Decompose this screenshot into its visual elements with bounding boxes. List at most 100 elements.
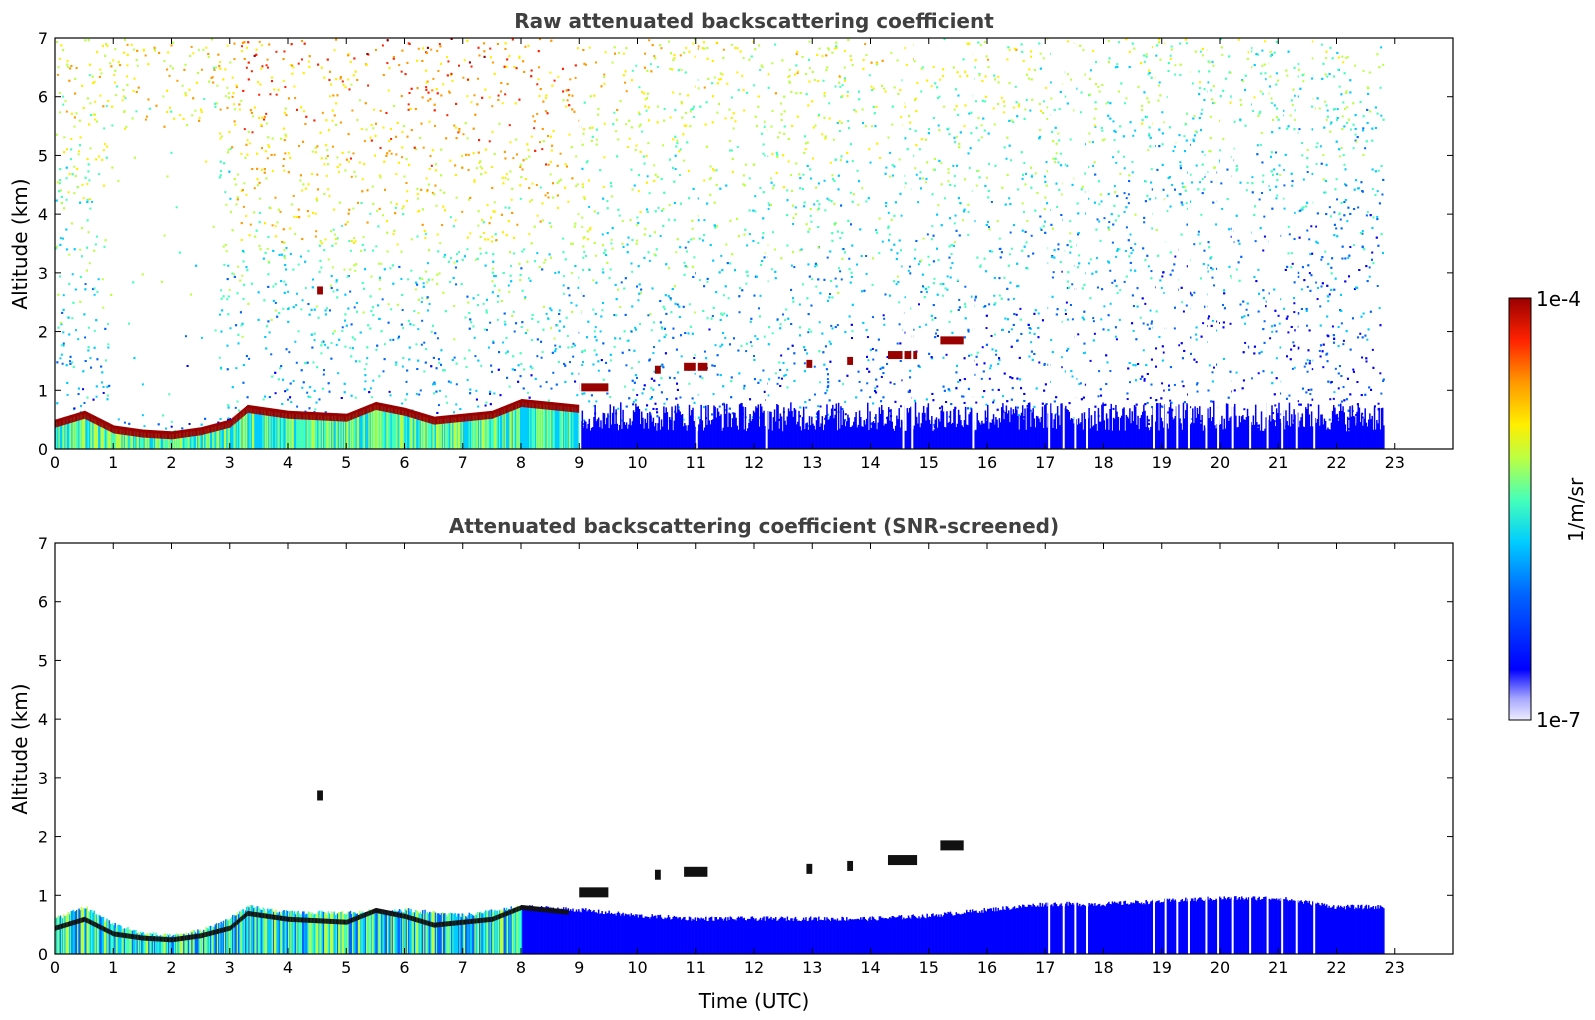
backscatter-speckle [1377,402,1380,405]
backscatter-speckle [353,237,356,240]
backscatter-speckle [554,348,557,351]
backscatter-speckle [1112,156,1115,159]
backscatter-speckle [1092,50,1095,53]
backscatter-speckle [60,189,63,192]
backscatter-speckle [1345,184,1348,187]
backscatter-speckle [220,367,223,370]
backscatter-speckle [759,294,762,297]
backscatter-speckle [1210,180,1213,183]
backscatter-speckle [1022,60,1025,63]
backscatter-speckle [826,197,829,200]
backscatter-speckle [540,356,543,359]
backscatter-speckle [770,268,773,271]
backscatter-speckle [786,368,789,371]
backscatter-speckle [295,304,298,307]
backscatter-speckle [1328,206,1331,209]
backscatter-speckle [688,382,691,385]
backscatter-speckle [435,204,438,207]
backscatter-speckle [597,369,600,372]
backscatter-speckle [722,294,725,297]
backscatter-speckle [1250,377,1253,380]
backscatter-speckle [883,323,886,326]
backscatter-speckle [1124,249,1127,252]
backscatter-speckle [292,379,295,382]
backscatter-speckle [1123,102,1126,105]
backscatter-speckle [287,398,290,401]
backscatter-speckle [289,64,292,67]
backscatter-speckle [821,133,824,136]
backscatter-speckle [987,225,990,228]
backscatter-speckle [284,152,287,155]
backscatter-speckle [530,199,533,202]
backscatter-speckle [503,320,506,323]
backscatter-speckle [81,183,84,186]
backscatter-speckle [401,365,404,368]
backscatter-speckle [1065,301,1068,304]
backscatter-speckle [135,110,138,113]
backscatter-speckle [709,177,712,180]
backscatter-speckle [344,223,347,226]
backscatter-speckle [1144,115,1147,118]
backscatter-speckle [539,141,542,144]
backscatter-speckle [332,332,335,335]
backscatter-speckle [226,44,229,47]
backscatter-speckle [615,130,618,133]
backscatter-speckle [1275,357,1278,360]
backscatter-speckle [383,343,386,346]
backscatter-speckle [851,330,854,333]
backscatter-speckle [321,111,324,114]
backscatter-speckle [77,338,80,341]
backscatter-speckle [984,100,987,103]
backscatter-speckle [1365,360,1368,363]
backscatter-speckle [708,178,711,181]
backscatter-speckle [94,118,97,121]
backscatter-speckle [658,384,661,387]
backscatter-speckle [1376,215,1379,218]
backscatter-speckle [463,59,466,62]
backscatter-speckle [1325,57,1328,60]
backscatter-speckle [879,367,882,370]
backscatter-speckle [379,109,382,112]
backscatter-speckle [1123,192,1126,195]
backscatter-speckle [446,56,449,59]
backscatter-speckle [57,73,60,76]
backscatter-speckle [801,283,804,286]
backscatter-speckle [1274,151,1277,154]
backscatter-speckle [1054,161,1057,164]
backscatter-speckle [70,137,73,140]
backscatter-speckle [1256,144,1259,147]
backscatter-speckle [505,173,508,176]
backscatter-speckle [1196,382,1199,385]
backscatter-speckle [66,393,69,396]
backscatter-speckle [246,139,249,142]
backscatter-speckle [360,128,363,131]
backscatter-speckle [489,392,492,395]
backscatter-speckle [993,294,996,297]
backscatter-speckle [109,62,112,65]
backscatter-speckle [980,136,983,139]
backscatter-speckle [1354,139,1357,142]
backscatter-speckle [401,309,404,312]
backscatter-speckle [1061,270,1064,273]
backscatter-speckle [537,78,540,81]
backscatter-speckle [668,204,671,207]
backscatter-speckle [1160,286,1163,289]
backscatter-speckle [1244,322,1246,325]
backscatter-speckle [274,225,277,228]
backscatter-speckle [878,156,881,159]
backscatter-speckle [1195,338,1198,341]
backscatter-speckle [485,328,488,331]
backscatter-speckle [891,123,894,126]
backscatter-speckle [477,405,480,408]
backscatter-speckle [446,401,449,404]
backscatter-speckle [1200,213,1203,216]
backscatter-speckle [469,232,472,235]
backscatter-speckle [842,383,845,386]
backscatter-speckle [1174,73,1177,76]
backscatter-speckle [592,279,595,282]
backscatter-speckle [530,135,533,138]
backscatter-speckle [417,47,420,50]
backscatter-speckle [341,329,344,332]
backscatter-speckle [87,231,90,234]
backscatter-speckle [815,285,818,288]
